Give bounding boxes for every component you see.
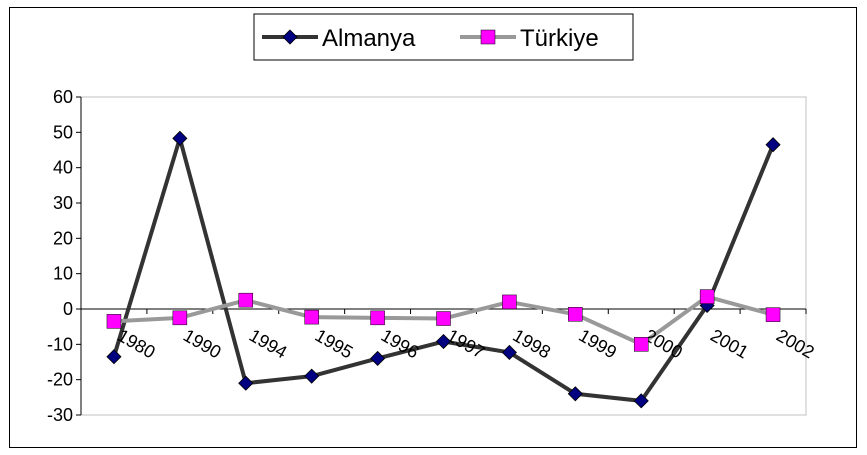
data-point-almanya [304, 368, 320, 384]
data-point-t-rkiye [238, 292, 254, 308]
data-point-almanya [567, 386, 583, 402]
y-tick-label: -20 [47, 370, 73, 390]
y-tick-label: -30 [47, 405, 73, 425]
y-tick-group: 60 50 40 30 20 10 0 -10 -20 -30 [47, 87, 81, 425]
data-point-t-rkiye [436, 311, 451, 326]
y-tick-label: 20 [53, 228, 73, 248]
plot-area [80, 96, 807, 416]
data-point-t-rkiye [699, 289, 715, 304]
y-tick-label: 30 [53, 193, 73, 213]
legend-marker-turkiye-square-icon [480, 29, 496, 45]
legend-marker-almanya-diamond-icon [282, 29, 298, 45]
y-tick-label: 50 [53, 122, 73, 142]
series-markers [106, 130, 781, 409]
data-point-almanya [172, 130, 188, 146]
data-point-almanya [765, 137, 781, 153]
data-point-t-rkiye [106, 314, 122, 329]
data-point-almanya [435, 333, 452, 350]
data-point-t-rkiye [502, 294, 517, 310]
data-point-t-rkiye [765, 307, 781, 322]
data-point-t-rkiye [304, 309, 319, 325]
data-point-almanya [106, 349, 122, 365]
y-tick-label: 10 [53, 264, 73, 284]
legend-label-almanya: Almanya [322, 25, 416, 52]
data-point-t-rkiye [633, 337, 649, 352]
legend-label-turkiye: Türkiye [520, 25, 599, 52]
data-point-almanya [633, 393, 649, 409]
y-tick-label: 40 [53, 158, 73, 178]
data-point-t-rkiye [370, 310, 385, 326]
data-point-t-rkiye [172, 310, 188, 326]
legend: Almanya Türkiye [253, 13, 634, 61]
data-point-almanya [370, 350, 386, 367]
data-point-almanya [238, 375, 254, 391]
data-point-t-rkiye [568, 307, 583, 322]
y-tick-label: -10 [47, 334, 73, 354]
y-tick-label: 60 [53, 87, 73, 107]
y-tick-label: 0 [63, 299, 73, 319]
data-point-almanya [501, 344, 517, 361]
